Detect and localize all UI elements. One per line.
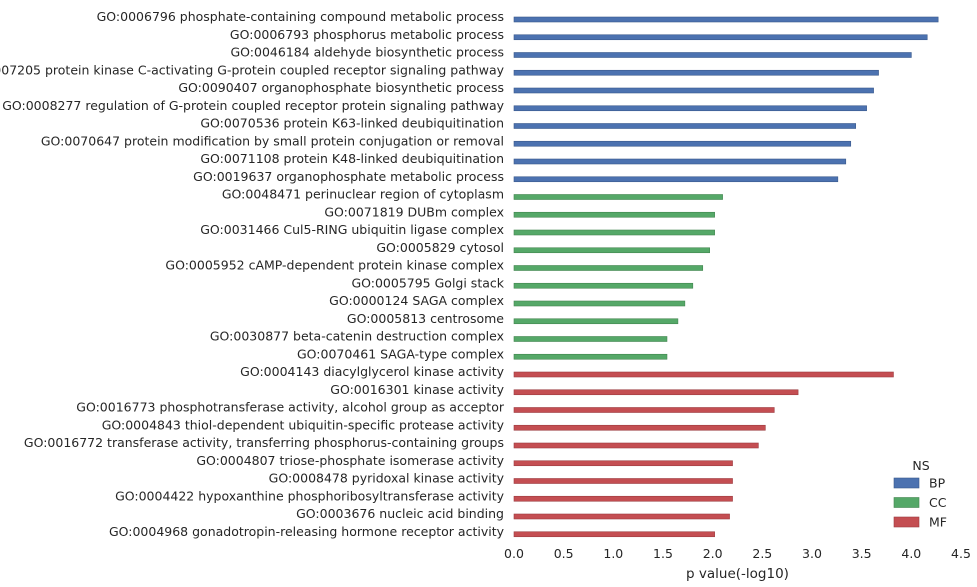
- legend-swatch-mf: [893, 516, 920, 528]
- category-label: GO:0004143 diacylglycerol kinase activit…: [240, 364, 504, 379]
- category-label: GO:0070461 SAGA-type complex: [297, 346, 504, 361]
- category-label: GO:0008277 regulation of G-protein coupl…: [2, 98, 504, 113]
- bar-mf-29: [513, 513, 730, 520]
- category-label: GO:0000124 SAGA complex: [329, 293, 504, 308]
- bar-cc-17: [513, 300, 686, 307]
- x-axis-title: p value(-log10): [686, 566, 789, 582]
- legend-label-cc: CC: [929, 495, 947, 510]
- bar-bp-2: [513, 34, 928, 41]
- bar-mf-21: [513, 371, 894, 378]
- bar-bp-3: [513, 52, 912, 58]
- bar-bp-1: [513, 16, 939, 23]
- category-label: GO:0031466 Cul5-RING ubiquitin ligase co…: [200, 222, 504, 237]
- legend-label-bp: BP: [929, 476, 946, 491]
- x-tick-label: 1.0: [603, 546, 623, 561]
- category-label: GO:0007205 protein kinase C-activating G…: [0, 62, 505, 77]
- bar-bp-5: [513, 87, 874, 94]
- x-tick-label: 1.5: [653, 546, 673, 561]
- category-label: GO:0019637 organophosphate metabolic pro…: [193, 169, 504, 184]
- x-tick-label: 4.5: [951, 546, 971, 561]
- bar-cc-20: [513, 353, 668, 360]
- category-label: GO:0005795 Golgi stack: [351, 275, 504, 290]
- bar-cc-15: [513, 265, 704, 271]
- x-tick-label: 4.0: [901, 546, 921, 561]
- category-labels: GO:0006796 phosphate-containing compound…: [0, 9, 505, 539]
- category-label: GO:0016301 kinase activity: [330, 382, 504, 397]
- bar-mf-24: [513, 424, 766, 431]
- bar-cc-18: [513, 318, 679, 325]
- bar-bp-9: [513, 158, 847, 165]
- category-label: GO:0070536 protein K63-linked deubiquiti…: [200, 116, 504, 131]
- x-tick-label: 2.0: [703, 546, 723, 561]
- legend-label-mf: MF: [929, 515, 947, 530]
- legend-swatch-cc: [893, 497, 920, 508]
- bar-mf-28: [513, 495, 733, 502]
- bar-cc-13: [513, 229, 715, 236]
- category-label: GO:0004843 thiol-dependent ubiquitin-spe…: [102, 417, 505, 432]
- bar-mf-27: [513, 478, 733, 484]
- bar-mf-30: [513, 531, 715, 538]
- category-label: GO:0016772 transferase activity, transfe…: [24, 435, 504, 450]
- x-tick-label: 2.5: [752, 546, 772, 561]
- bar-bp-10: [513, 176, 839, 183]
- bar-cc-16: [513, 282, 694, 289]
- category-label: GO:0016773 phosphotransferase activity, …: [76, 400, 505, 415]
- bar-bp-6: [513, 105, 867, 112]
- legend-title: NS: [912, 458, 929, 473]
- category-label: GO:0004807 triose-phosphate isomerase ac…: [196, 453, 504, 468]
- bar-cc-12: [513, 211, 715, 218]
- category-label: GO:0070647 protein modification by small…: [41, 133, 504, 148]
- bar-bp-7: [513, 123, 857, 129]
- category-label: GO:0006793 phosphorus metabolic process: [230, 27, 504, 42]
- bar-mf-25: [513, 442, 759, 449]
- bar-bp-8: [513, 140, 852, 147]
- bar-cc-19: [513, 336, 668, 342]
- bar-cc-14: [513, 247, 710, 254]
- x-tick-label: 0.5: [554, 546, 574, 561]
- category-label: GO:0071108 protein K48-linked deubiquiti…: [200, 151, 504, 166]
- category-label: GO:0030877 beta-catenin destruction comp…: [210, 329, 504, 344]
- bar-bp-4: [513, 69, 879, 76]
- category-label: GO:0006796 phosphate-containing compound…: [97, 9, 504, 24]
- category-label: GO:0048471 perinuclear region of cytopla…: [222, 187, 504, 202]
- category-label: GO:0004968 gonadotropin-releasing hormon…: [109, 524, 505, 539]
- category-label: GO:0008478 pyridoxal kinase activity: [269, 471, 505, 486]
- bar-mf-22: [513, 389, 799, 396]
- category-label: GO:0004422 hypoxanthine phosphoribosyltr…: [115, 488, 505, 503]
- x-axis-ticks: 0.0 0.5 1.0 1.5 2.0 2.5 3.0 3.5 4.0 4.5: [504, 546, 971, 561]
- x-tick-label: 3.5: [852, 546, 872, 561]
- x-tick-label: 0.0: [504, 546, 524, 561]
- legend-swatch-bp: [893, 477, 920, 489]
- category-label: GO:0071819 DUBm complex: [324, 204, 504, 219]
- bars-layer: [513, 16, 939, 538]
- category-label: GO:0090407 organophosphate biosynthetic …: [178, 80, 504, 95]
- bar-mf-23: [513, 407, 775, 413]
- legend: NS BP CC MF: [893, 458, 947, 530]
- category-label: GO:0005952 cAMP-dependent protein kinase…: [165, 258, 504, 273]
- category-label: GO:0003676 nucleic acid binding: [296, 506, 504, 521]
- category-label: GO:0046184 aldehyde biosynthetic process: [231, 45, 505, 60]
- bar-cc-11: [513, 194, 723, 200]
- bar-mf-26: [513, 460, 733, 467]
- category-label: GO:0005829 cytosol: [376, 240, 504, 255]
- x-tick-label: 3.0: [802, 546, 822, 561]
- category-label: GO:0005813 centrosome: [347, 311, 504, 326]
